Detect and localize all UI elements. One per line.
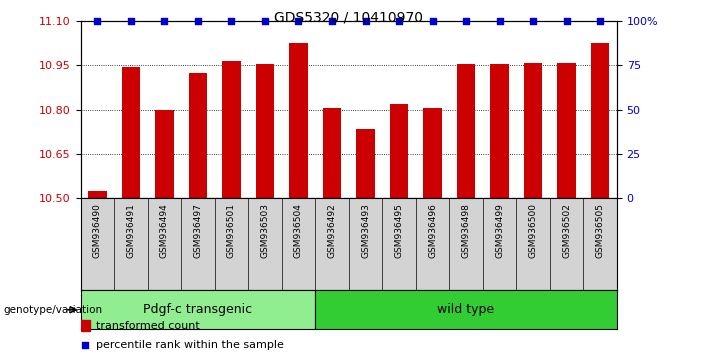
Bar [290,43,308,198]
Point [594,18,606,24]
Bar [81,320,90,331]
Bar [222,61,240,198]
Bar [557,63,576,198]
Point [494,18,505,24]
Text: GSM936493: GSM936493 [361,203,370,258]
Point [427,18,438,24]
Text: wild type: wild type [437,303,495,316]
Text: GSM936499: GSM936499 [495,203,504,258]
Text: GSM936491: GSM936491 [126,203,135,258]
Point [125,18,137,24]
Text: GSM936500: GSM936500 [529,203,538,258]
Bar [491,64,509,198]
Text: GSM936495: GSM936495 [395,203,404,258]
Text: GDS5320 / 10410970: GDS5320 / 10410970 [274,11,423,25]
Point [461,18,472,24]
Bar [88,191,107,198]
Point [80,343,91,348]
Text: GSM936498: GSM936498 [461,203,470,258]
Bar [322,108,341,198]
Bar [256,64,274,198]
Point [527,18,538,24]
Bar [457,64,475,198]
Text: transformed count: transformed count [95,321,199,331]
Point [293,18,304,24]
Bar [356,129,375,198]
Text: GSM936496: GSM936496 [428,203,437,258]
Point [159,18,170,24]
Point [226,18,237,24]
Text: GSM936503: GSM936503 [261,203,269,258]
Bar [423,108,442,198]
Text: Pdgf-c transgenic: Pdgf-c transgenic [144,303,252,316]
Bar [315,290,617,329]
Point [561,18,572,24]
Text: GSM936492: GSM936492 [327,203,336,258]
Bar [122,67,140,198]
Point [92,18,103,24]
Text: GSM936497: GSM936497 [193,203,203,258]
Text: percentile rank within the sample: percentile rank within the sample [95,341,283,350]
Bar [81,290,315,329]
Text: genotype/variation: genotype/variation [4,305,102,315]
Text: GSM936494: GSM936494 [160,203,169,258]
Bar [591,43,609,198]
Bar [189,73,207,198]
Point [327,18,338,24]
Text: GSM936502: GSM936502 [562,203,571,258]
Text: GSM936501: GSM936501 [227,203,236,258]
Text: GSM936490: GSM936490 [93,203,102,258]
Point [259,18,271,24]
Bar [155,110,174,198]
Text: GSM936504: GSM936504 [294,203,303,258]
Point [360,18,371,24]
Bar [390,104,408,198]
Text: GSM936505: GSM936505 [596,203,605,258]
Point [192,18,203,24]
Point [393,18,404,24]
Bar [524,63,543,198]
